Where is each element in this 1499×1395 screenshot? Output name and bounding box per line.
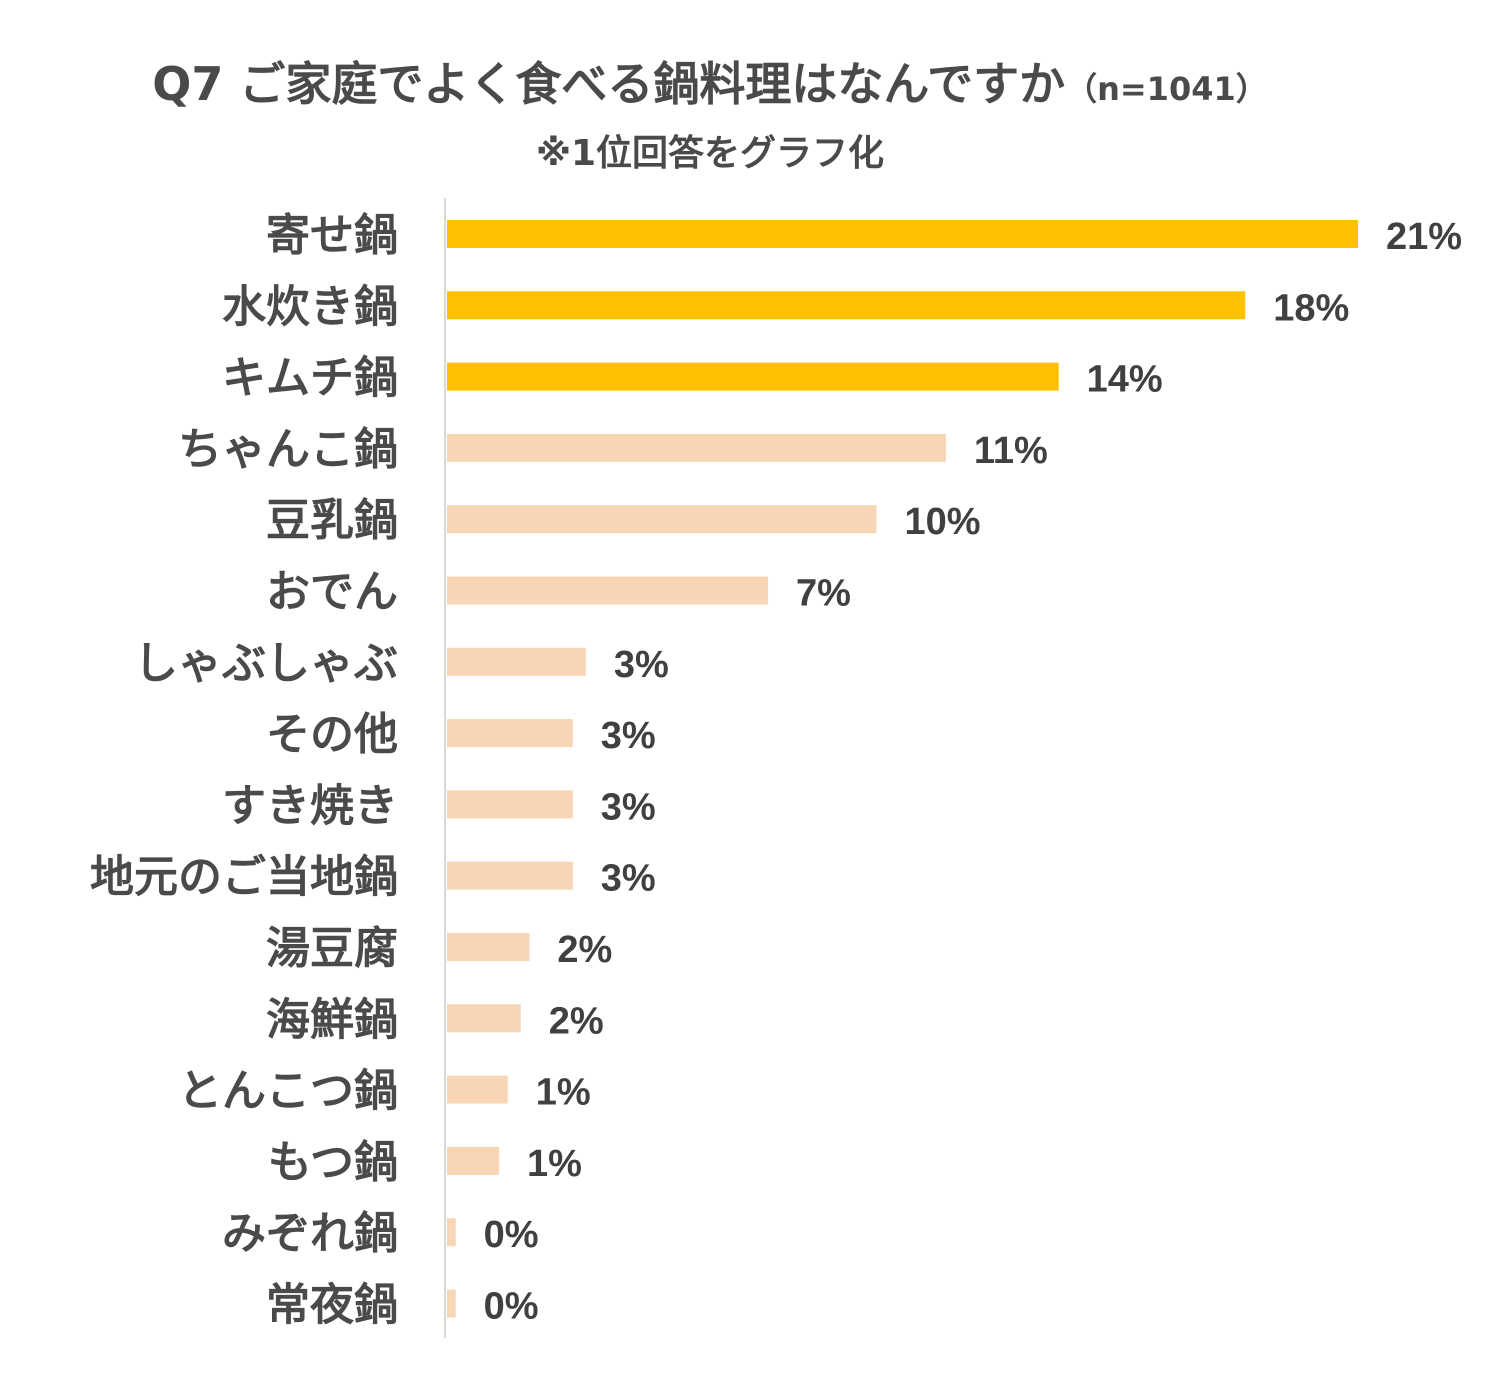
value-label-9: 3% [601,858,656,900]
value-label-14: 0% [484,1214,539,1256]
bar-2 [447,362,1059,391]
bar-1 [447,291,1246,320]
value-label-12: 1% [536,1072,591,1114]
value-label-2: 14% [1087,359,1163,401]
chart-title: Q7 ご家庭でよく食べる鍋料理はなんですか（n=1041） [0,48,1420,114]
category-label-9: 地元のご当地鍋 [90,852,398,903]
value-label-5: 7% [796,573,851,615]
bar-4 [447,505,877,534]
value-label-11: 2% [549,1000,604,1042]
value-label-15: 0% [484,1286,539,1328]
value-label-10: 2% [557,929,612,971]
category-label-3: ちゃんこ鍋 [178,424,398,475]
category-label-4: 豆乳鍋 [266,495,398,546]
bar-9 [447,861,573,890]
value-label-3: 11% [974,430,1048,472]
bar-7 [447,719,573,748]
category-label-6: しゃぶしゃぶ [134,638,398,689]
category-label-5: おでん [266,567,398,618]
value-label-6: 3% [614,644,669,686]
category-label-2: キムチ鍋 [222,353,398,404]
category-label-12: とんこつ鍋 [178,1066,398,1117]
chart-subtitle: ※1位回答をグラフ化 [535,133,885,174]
category-label-0: 寄せ鍋 [266,210,398,261]
bar-6 [447,647,586,676]
category-label-1: 水炊き鍋 [222,281,398,332]
value-label-8: 3% [601,786,656,828]
bar-13 [447,1146,500,1175]
value-label-0: 21% [1386,216,1462,258]
bar-8 [447,790,573,819]
bar-5 [447,576,769,605]
bar-14 [447,1218,456,1247]
chart-title-main: Q7 ご家庭でよく食べる鍋料理はなんですか [152,57,1066,111]
bar-3 [447,433,946,462]
value-label-4: 10% [904,501,980,543]
category-label-14: みぞれ鍋 [222,1208,398,1259]
category-label-7: その他 [266,709,398,760]
category-label-8: すき焼き [222,780,398,831]
value-label-7: 3% [601,715,656,757]
value-label-1: 18% [1273,287,1349,329]
bar-15 [447,1289,456,1318]
category-label-10: 湯豆腐 [266,923,398,974]
category-label-13: もつ鍋 [268,1137,398,1188]
category-label-11: 海鮮鍋 [266,994,398,1045]
category-label-15: 常夜鍋 [266,1280,398,1331]
bar-11 [447,1004,521,1033]
chart-title-sample-size: （n=1041） [1065,70,1268,108]
value-label-13: 1% [527,1143,582,1185]
bars-group: 寄せ鍋 21% 水炊き鍋 18% キムチ鍋 14% ちゃんこ鍋 11% 豆乳鍋 10% おでん 7% し… [90,210,1462,1331]
bar-10 [447,933,530,961]
bar-0 [447,220,1358,248]
bar-12 [447,1075,508,1104]
